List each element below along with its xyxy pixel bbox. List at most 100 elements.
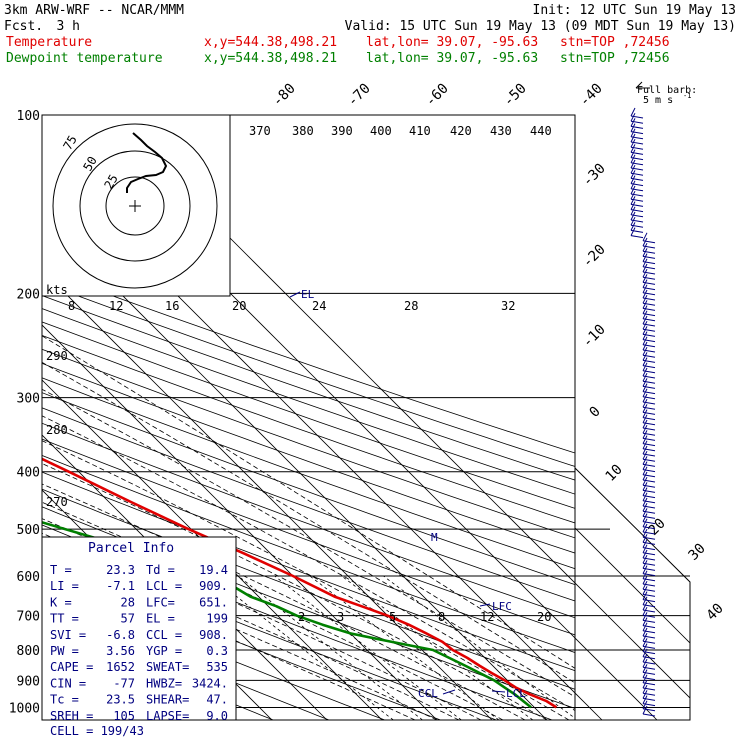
wind-barb-flag	[642, 482, 648, 491]
wind-barb-flag	[642, 383, 648, 392]
isotherm-label--20: -20	[580, 242, 609, 271]
parcel-key: YGP =	[146, 644, 182, 658]
wind-barb-flag	[642, 279, 648, 288]
parcel-info-title: Parcel Info	[88, 541, 174, 556]
parcel-key: SREH =	[50, 709, 93, 723]
dry-adiabat	[42, 308, 575, 495]
dewpoint-station: stn=TOP ,72456	[560, 51, 670, 66]
moist-adiabat	[42, 483, 526, 720]
dry-adiabat	[42, 407, 575, 602]
wind-barb-flag	[642, 544, 648, 554]
temperature-station: stn=TOP ,72456	[560, 35, 670, 50]
plot-skew-edge	[574, 467, 691, 721]
wind-barb-flag	[642, 643, 648, 652]
wind-barb-flag	[630, 149, 636, 158]
wind-barb-flag	[630, 216, 636, 226]
wind-barb-flag	[642, 450, 648, 460]
parcel-value: 47.	[206, 693, 228, 707]
wind-barb-flag	[642, 274, 648, 283]
wind-barb-flag	[642, 445, 648, 455]
isotherm-label--60: -60	[423, 81, 452, 110]
mixing-ratio-line	[274, 575, 462, 720]
wind-barb-flag	[630, 118, 636, 127]
ccl-marker: CCL	[418, 687, 438, 700]
mixing-ratio-label-20: 20	[537, 610, 551, 624]
isotherm	[42, 379, 383, 720]
temperature-legend: Temperature	[6, 35, 92, 50]
speed-scale: kts 8 12 16 20 24 28 32	[46, 283, 515, 313]
wind-barb-flag	[642, 310, 648, 320]
wind-barb-flag	[642, 346, 648, 356]
plot-frame	[41, 114, 691, 721]
hodograph: 75 50 25	[41, 114, 231, 297]
wind-barb-flag	[642, 513, 648, 522]
wind-barb-flag	[630, 206, 636, 216]
theta-label-390: 390	[331, 124, 353, 138]
wind-barb-flag	[642, 638, 648, 647]
wind-barb-flag	[642, 315, 648, 325]
dry-adiabat	[42, 582, 385, 720]
dry-adiabat	[42, 422, 575, 619]
wind-barb-flag	[642, 695, 648, 704]
parcel-value: 23.3	[106, 563, 135, 577]
wind-barb-flag	[642, 398, 648, 408]
wind-barb-flag	[642, 664, 648, 673]
wind-barb-flag	[642, 606, 648, 616]
theta-label-270: 270	[46, 495, 68, 509]
parcel-value: -6.8	[106, 628, 135, 642]
wind-barb-flag	[642, 430, 648, 439]
wind-barb-flag	[642, 497, 648, 507]
parcel-key: LFC=	[146, 595, 175, 609]
pressure-label-700: 700	[17, 610, 40, 625]
parcel-value: 535	[206, 660, 228, 674]
wind-barb-flag	[642, 705, 648, 715]
wind-barb-flag	[630, 138, 636, 148]
wind-barb-flag	[642, 320, 648, 330]
wind-barb-flag	[642, 601, 648, 611]
wind-barb-flag	[642, 679, 648, 689]
mixing-ratio-labels: 2 3 5 8 12 20	[298, 610, 551, 624]
dry-adiabat	[42, 377, 575, 570]
wind-barb-flag	[642, 518, 648, 528]
wind-barb-flag	[630, 180, 636, 190]
isotherm-label--50: -50	[501, 81, 530, 110]
wind-barb-flag	[642, 508, 648, 517]
speed-scale-unit: kts	[46, 283, 68, 297]
wind-barb-flag	[642, 632, 648, 642]
mixing-ratio-line	[309, 575, 500, 720]
moist-adiabat	[42, 501, 504, 720]
isotherm-label-10: 10	[603, 462, 626, 485]
barb-legend-sup: -1	[683, 92, 691, 100]
wind-barb-flag	[630, 196, 636, 205]
wind-barb-flag	[630, 133, 636, 143]
mixing-ratio-label-8: 8	[438, 610, 445, 624]
wind-barb-flag	[642, 388, 648, 398]
m-marker: M	[431, 531, 438, 544]
barb-legend: Full barb: 5 m s -1	[635, 81, 697, 106]
mixing-ratio-label-12: 12	[480, 610, 494, 624]
theta-label-430: 430	[490, 124, 512, 138]
wind-barb-flag	[642, 549, 648, 559]
theta-label-410: 410	[409, 124, 431, 138]
wind-barb-flag	[642, 653, 648, 663]
speed-label-8: 8	[68, 299, 75, 313]
parcel-key: TT =	[50, 612, 79, 626]
wind-barb-flag	[642, 456, 648, 465]
wind-barb-flag	[642, 669, 648, 678]
wind-barb-flag	[642, 674, 648, 684]
parcel-key: PW =	[50, 644, 79, 658]
wind-barbs	[630, 107, 656, 717]
wind-barb-flag	[642, 627, 648, 637]
wind-barb-flag	[642, 419, 648, 429]
wind-barb-flag	[630, 211, 636, 221]
parcel-value: 3.56	[106, 644, 135, 658]
wind-barb-flag	[642, 648, 648, 658]
dry-adiabat	[42, 269, 575, 454]
el-marker: EL	[301, 288, 315, 301]
mixing-ratio-label-3: 3	[337, 610, 344, 624]
dewpoint-legend: Dewpoint temperature	[6, 51, 163, 66]
parcel-value: -77	[113, 676, 135, 690]
parcel-levels: EL LFC CCL LCL M	[289, 288, 526, 700]
wind-barb-flag	[642, 258, 648, 268]
